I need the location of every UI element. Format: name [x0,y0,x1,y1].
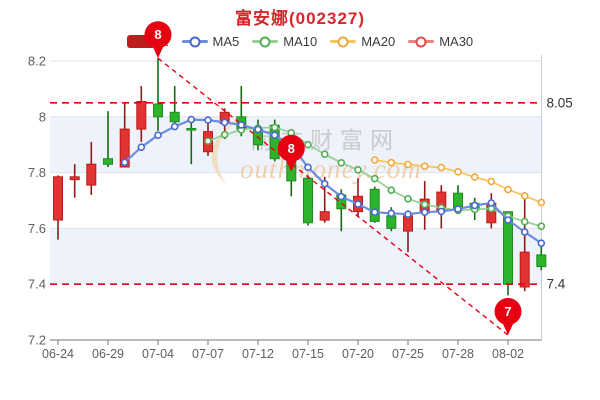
candle-06-24 [53,175,63,240]
plot-band [50,228,542,285]
ma5-series-icon [181,36,208,47]
x-axis-label: 08-02 [492,347,524,361]
y-axis-label: 7.6 [28,221,46,236]
candle-07-06 [186,116,197,165]
legend-item-ma10[interactable]: MA10 [252,34,317,49]
ma20-series-icon [330,36,357,47]
candle-06-28 [86,141,97,195]
candle-06-29 [103,111,113,167]
legend-item-ma20[interactable]: MA20 [330,34,395,49]
y-axis-label: 7.4 [28,277,46,292]
candle-07-04 [153,58,163,131]
x-axis-label: 07-07 [192,347,224,361]
y-axis-label: 8.2 [28,54,46,69]
svg-text:7: 7 [504,304,511,319]
legend-ma5-label: MA5 [212,34,240,49]
candle-06-30 [119,102,130,168]
x-axis-label: 07-12 [242,347,274,361]
x-axis-label: 07-15 [292,347,324,361]
ma5-line [120,115,546,247]
x-axis-label: 06-24 [42,347,74,361]
candle-06-27 [69,164,80,198]
candle-07-15 [303,175,313,226]
candle-07-01 [136,86,147,142]
candle-07-21 [369,186,380,223]
chart-title: 富安娜(002327) [234,9,366,28]
candle-08-02 [503,211,513,296]
balloon-marker-8: 8 [277,134,305,172]
ref-line-label: 8.05 [547,95,573,110]
y-axis-label: 7.8 [28,165,46,180]
legend-ma20-label: MA20 [361,34,396,49]
balloon-marker-8: 8 [144,21,172,59]
ref-line-label: 7.4 [547,277,566,292]
legend-ma30-label: MA30 [439,34,474,49]
candle-08-03 [519,193,530,292]
balloon-marker-7: 7 [494,298,522,335]
chart-legend: K MA5 MA10 MA20 MA30 [0,34,600,49]
candle-07-20 [353,178,363,218]
svg-text:8: 8 [154,27,161,42]
x-axis-label: 07-25 [392,347,424,361]
svg-text:8: 8 [288,141,295,156]
x-axis-label: 06-29 [92,347,124,361]
legend-ma10-label: MA10 [283,34,318,49]
candle-07-05 [169,86,180,128]
ma10-series-icon [252,36,279,47]
legend-item-ma30[interactable]: MA30 [408,34,473,49]
trend-line [157,57,509,336]
x-axis-label: 07-20 [342,347,374,361]
x-axis-label: 07-28 [442,347,474,361]
watermark-en: outhmoney.com [240,154,422,184]
watermark-swoosh-icon [211,112,248,184]
legend-item-ma5[interactable]: MA5 [181,34,240,49]
ma20-line [370,156,546,207]
ma30-series-icon [408,36,435,47]
y-axis-label: 7.2 [28,333,46,348]
x-axis-label: 07-04 [142,347,174,361]
y-axis-label: 8 [39,109,46,124]
candle-08-04 [536,245,547,271]
